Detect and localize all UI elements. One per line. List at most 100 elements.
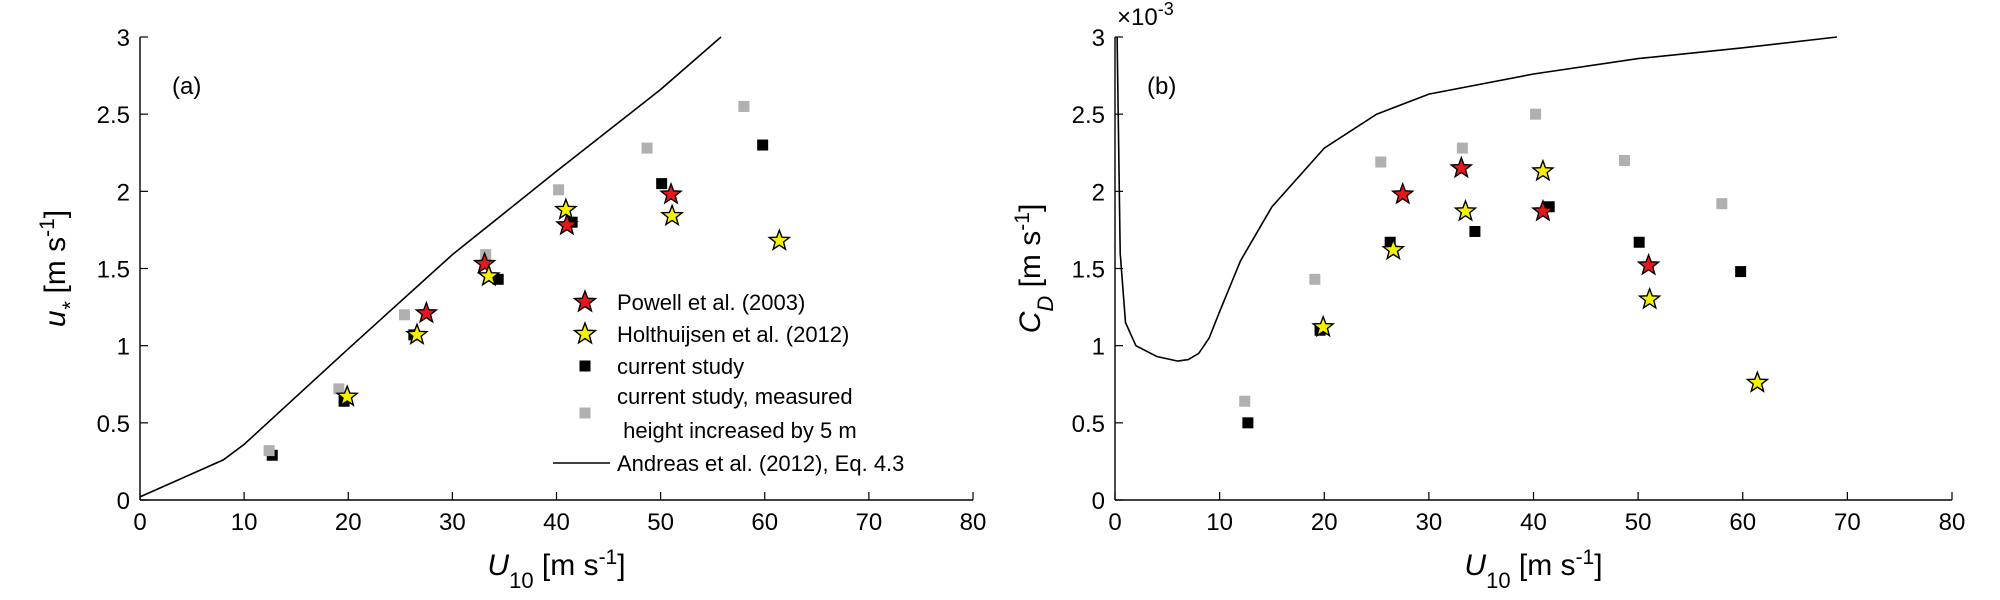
x-tick-label: 40 — [1520, 509, 1547, 536]
legend-label: current study — [617, 354, 744, 379]
x-label-exp: -1 — [1576, 546, 1595, 569]
series-current-study-point — [1242, 417, 1254, 429]
y-label-units: [m s — [39, 237, 72, 302]
x-tick-label: 30 — [439, 509, 466, 536]
legend-marker — [579, 407, 591, 419]
legend-marker — [579, 360, 591, 372]
series-current-study-measured-height-increased-by-5-m-point — [738, 100, 750, 112]
y-axis-label: CD [m s-1] — [1011, 204, 1058, 334]
series-current-study-measured-height-increased-by-5-m-point — [1239, 395, 1251, 407]
x-tick-label: 0 — [1108, 509, 1121, 536]
x-tick-label: 70 — [1834, 509, 1861, 536]
series-holthuijsen-et-al-2012-point — [335, 384, 360, 407]
series-holthuijsen-et-al-2012-point — [553, 197, 578, 220]
y-tick-label: 2.5 — [1072, 102, 1105, 129]
series-current-study-measured-height-increased-by-5-m-point — [1309, 273, 1321, 285]
series-current-study-point — [1384, 236, 1396, 248]
y-tick-label: 1.5 — [1072, 257, 1105, 284]
legend-marker — [572, 289, 598, 313]
series-current-study-point — [1735, 266, 1747, 278]
series-andreas-et-al-2012-eq-4-3-line — [1116, 36, 1837, 362]
legend-label: Andreas et al. (2012), Eq. 4.3 — [617, 451, 904, 476]
series-current-study-measured-height-increased-by-5-m-point — [333, 383, 345, 395]
x-tick-label: 80 — [960, 509, 987, 536]
y-tick-label: 3 — [1092, 25, 1105, 52]
series-current-study-measured-height-increased-by-5-m-point — [1456, 142, 1468, 154]
x-label-exp: -1 — [599, 546, 618, 569]
series-current-study-measured-height-increased-by-5-m-point — [263, 445, 275, 457]
series-current-study-point — [492, 273, 504, 285]
series-powell-et-al-2003-point — [414, 300, 439, 324]
series-current-study-measured-height-increased-by-5-m-point — [398, 309, 410, 321]
series-current-study-measured-height-increased-by-5-m-point — [1716, 198, 1728, 210]
y-label-close: ] — [1014, 204, 1047, 212]
y-tick-label: 2.5 — [97, 102, 130, 129]
series-holthuijsen-et-al-2012-point — [1637, 286, 1662, 310]
series-powell-et-al-2003-point — [1449, 155, 1474, 179]
y-tick-label: 0 — [117, 488, 130, 515]
series-andreas-et-al-2012-eq-4-3-line — [139, 36, 722, 498]
series-current-study-point — [757, 139, 769, 151]
x-tick-label: 40 — [543, 509, 570, 536]
y-tick-label: 1.5 — [97, 257, 130, 284]
y-label-sub: D — [1033, 296, 1058, 312]
x-tick-label: 80 — [1939, 509, 1966, 536]
x-tick-label: 20 — [1311, 509, 1338, 536]
series-current-study-point — [1469, 225, 1481, 237]
x-tick-label: 20 — [335, 509, 362, 536]
legend-label: Holthuijsen et al. (2012) — [617, 322, 849, 347]
x-label-base: U — [487, 549, 509, 582]
panel-label: (a) — [172, 73, 201, 100]
legend-label: Powell et al. (2003) — [617, 290, 805, 315]
y-label-base: u — [39, 310, 72, 327]
legend: Powell et al. (2003) Holthuijsen et al. (… — [553, 289, 904, 476]
y-label-units: [m s — [1014, 231, 1047, 296]
series-powell-et-al-2003-point — [1531, 198, 1555, 222]
series-holthuijsen-et-al-2012-point — [476, 263, 501, 287]
legend-marker — [572, 321, 598, 345]
series-current-study-measured-height-increased-by-5-m-point — [1619, 154, 1631, 166]
x-tick-label: 10 — [231, 509, 258, 536]
series-current-study-point — [1633, 236, 1645, 248]
y-tick-label: 0.5 — [1072, 411, 1105, 438]
x-axis-label: U10 [m s-1] — [1464, 546, 1602, 593]
series-holthuijsen-et-al-2012-point — [660, 203, 684, 227]
series-powell-et-al-2003-point — [1390, 181, 1415, 205]
y-label-exp: -1 — [1011, 212, 1034, 231]
series-holthuijsen-et-al-2012-point — [1311, 314, 1336, 338]
x-label-close: ] — [617, 549, 625, 582]
x-label-units: [m s — [534, 549, 599, 582]
x-label-base: U — [1464, 549, 1486, 582]
x-tick-label: 70 — [856, 509, 883, 536]
x-label-close: ] — [1594, 549, 1602, 582]
legend-label: current study, measured — [617, 384, 853, 409]
y-label-exp: -1 — [36, 218, 59, 237]
x-label-sub: 10 — [509, 568, 533, 593]
x-tick-label: 60 — [1729, 509, 1756, 536]
y-tick-label: 3 — [117, 25, 130, 52]
series-current-study-measured-height-increased-by-5-m-point — [1375, 156, 1387, 168]
y-multiplier-exp: -3 — [1158, 0, 1174, 19]
series-powell-et-al-2003-point — [1636, 252, 1661, 276]
y-label-base: C — [1014, 311, 1047, 333]
x-tick-label: 30 — [1416, 509, 1443, 536]
x-label-sub: 10 — [1486, 568, 1510, 593]
series-holthuijsen-et-al-2012-point — [767, 228, 792, 251]
x-label-units: [m s — [1511, 549, 1576, 582]
series-powell-et-al-2003-point — [472, 251, 497, 274]
series-current-study-point — [1543, 201, 1555, 213]
y-label-close: ] — [39, 210, 72, 218]
y-tick-label: 0.5 — [97, 411, 130, 438]
series-holthuijsen-et-al-2012-point — [1745, 370, 1770, 393]
series-holthuijsen-et-al-2012-point — [1381, 237, 1406, 261]
x-tick-label: 50 — [1625, 509, 1652, 536]
y-tick-label: 2 — [117, 179, 130, 206]
x-tick-label: 10 — [1206, 509, 1233, 536]
series-powell-et-al-2003-point — [555, 212, 579, 236]
y-tick-label: 1 — [1092, 334, 1105, 361]
y-axis-label: u* [m s-1] — [36, 210, 83, 327]
series-current-study-point — [656, 178, 668, 190]
